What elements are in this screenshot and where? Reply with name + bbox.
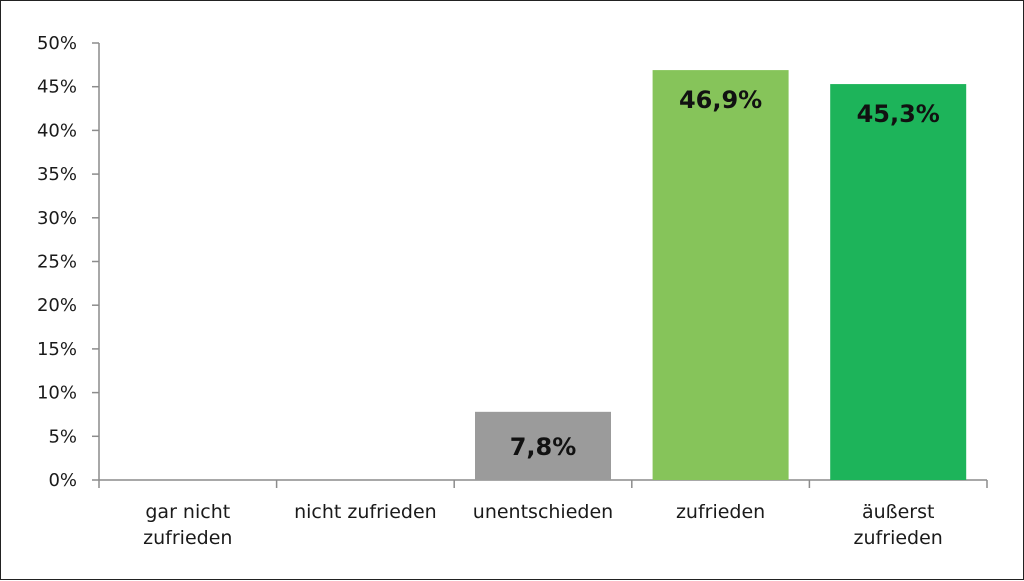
x-tick-label: zufrieden bbox=[854, 527, 943, 549]
y-tick-label: 45% bbox=[37, 77, 77, 98]
x-tick-label: äußerst bbox=[862, 501, 935, 523]
y-tick-label: 35% bbox=[37, 164, 77, 185]
y-tick-label: 5% bbox=[48, 426, 77, 447]
x-tick-label: zufrieden bbox=[143, 527, 232, 549]
x-tick-label: unentschieden bbox=[473, 501, 613, 523]
y-tick-label: 50% bbox=[37, 33, 77, 54]
data-label: 46,9% bbox=[679, 86, 762, 114]
y-tick-label: 0% bbox=[48, 470, 77, 491]
x-tick-label: nicht zufrieden bbox=[294, 501, 437, 523]
bar bbox=[475, 411, 611, 480]
y-tick-label: 10% bbox=[37, 383, 77, 404]
bar bbox=[830, 84, 967, 480]
y-tick-label: 30% bbox=[37, 208, 77, 229]
y-tick-label: 25% bbox=[37, 252, 77, 273]
y-tick-label: 15% bbox=[37, 339, 77, 360]
data-label: 45,3% bbox=[857, 100, 940, 128]
data-label: 7,8% bbox=[510, 433, 577, 461]
y-tick-label: 20% bbox=[37, 295, 77, 316]
bar bbox=[652, 70, 789, 481]
y-tick-label: 40% bbox=[37, 120, 77, 141]
x-tick-label: gar nicht bbox=[145, 501, 230, 523]
x-tick-label: zufrieden bbox=[676, 501, 765, 523]
